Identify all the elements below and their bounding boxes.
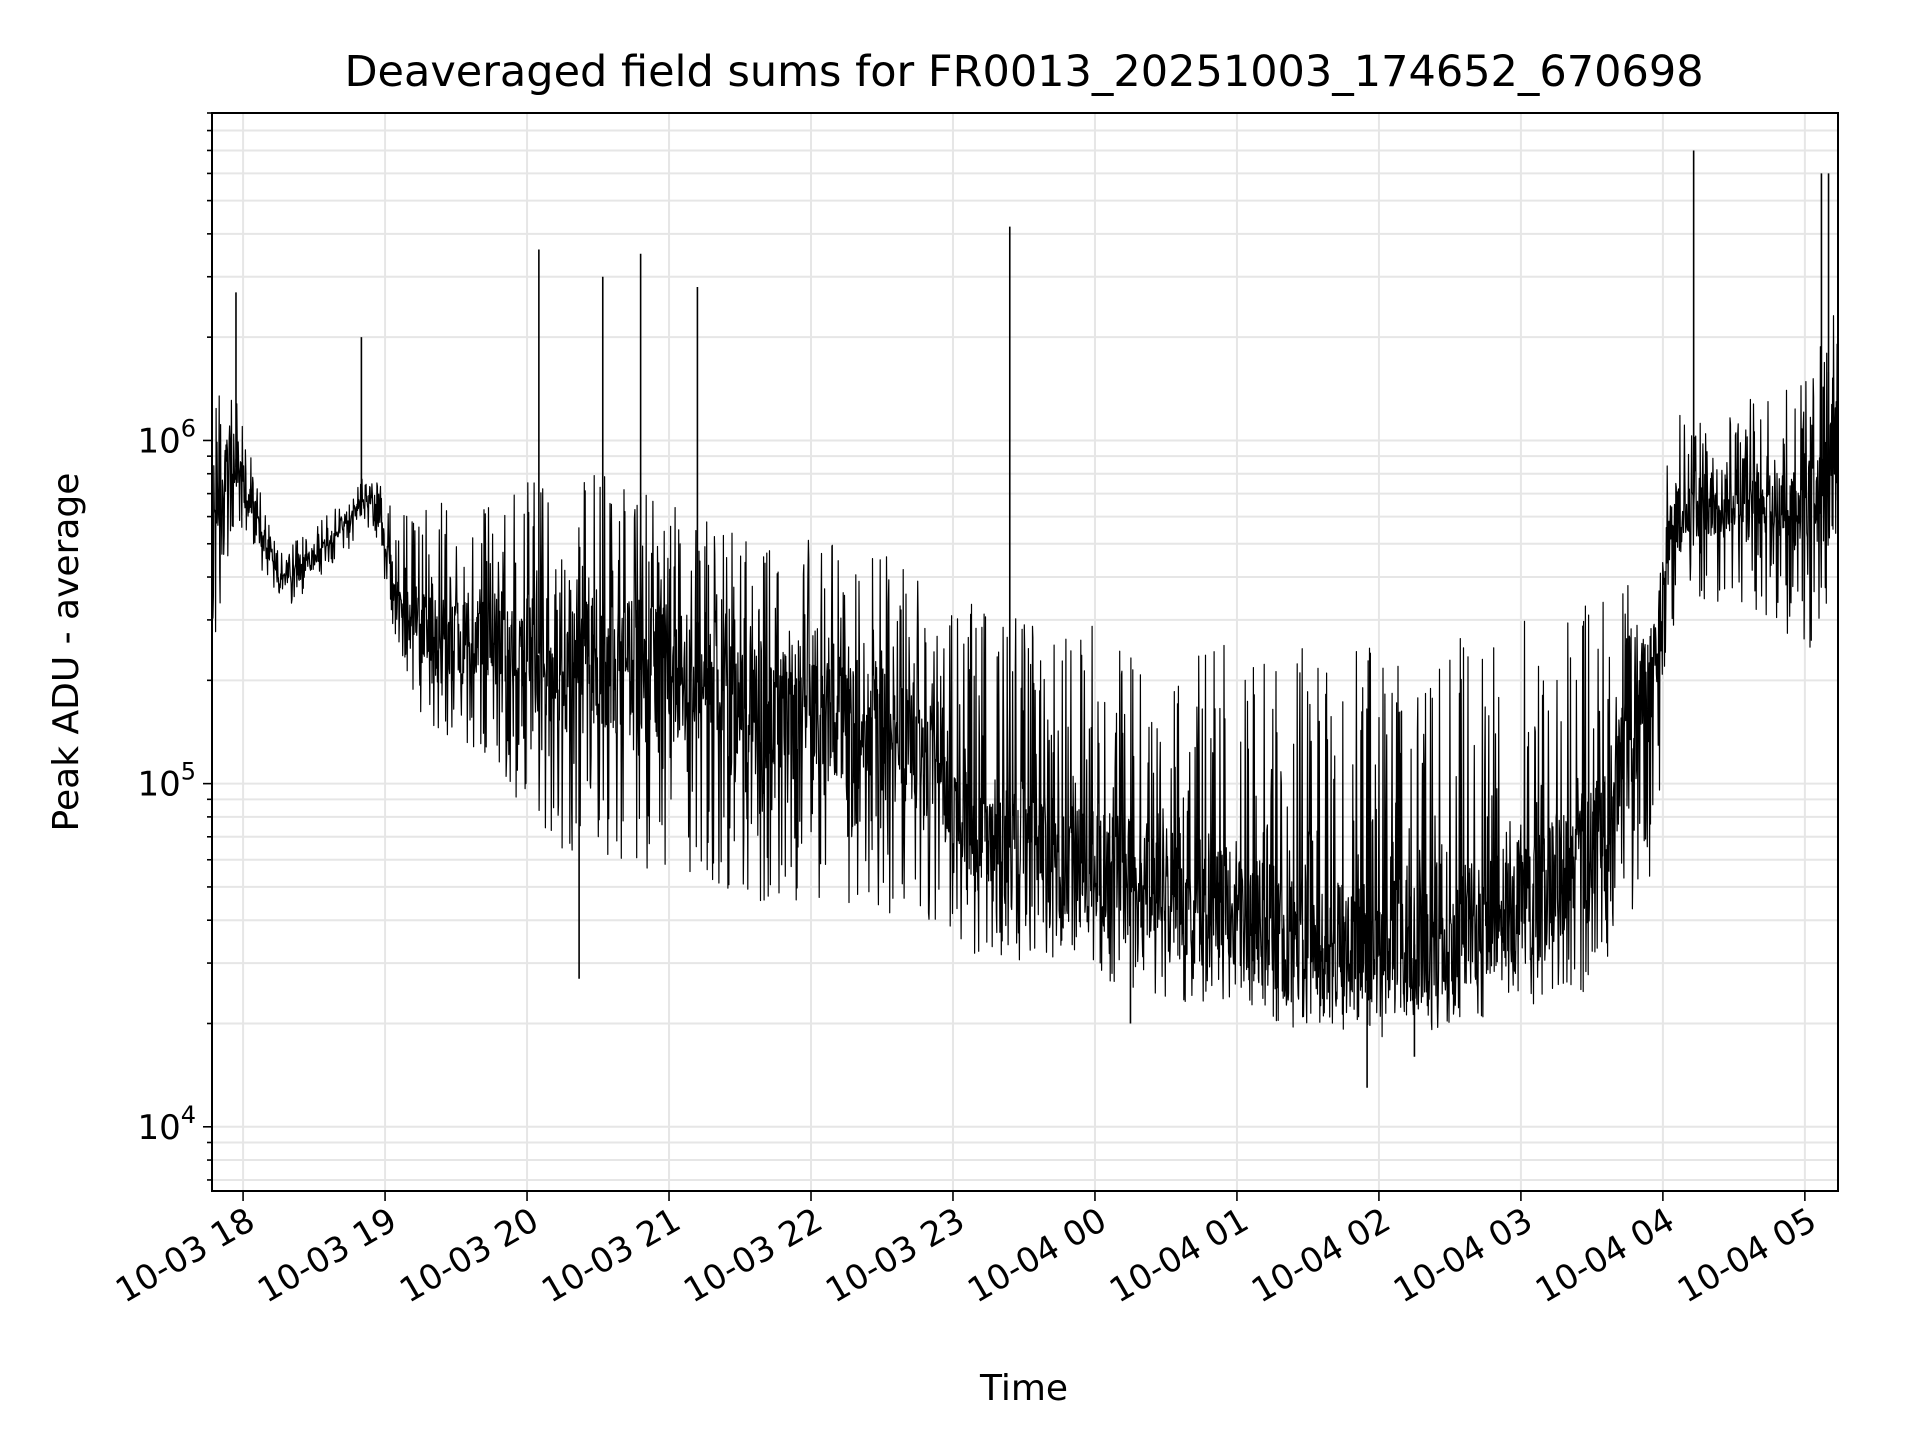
plot-frame xyxy=(211,112,1839,1192)
y-axis-label: Peak ADU - average xyxy=(46,473,87,832)
y-tick-base: 10 xyxy=(137,765,180,805)
y-tick-label: 106 xyxy=(137,414,196,461)
y-tick-label: 105 xyxy=(137,758,196,805)
data-line-group xyxy=(211,150,1839,1088)
y-tick-label: 104 xyxy=(137,1101,196,1148)
chart-title: Deaveraged field sums for FR0013_2025100… xyxy=(344,47,1703,97)
x-axis-label: Time xyxy=(979,1368,1068,1409)
y-tick-exponent: 6 xyxy=(181,414,196,442)
y-tick-base: 10 xyxy=(137,421,180,461)
data-line xyxy=(211,315,1839,1038)
y-tick-base: 10 xyxy=(137,1108,180,1148)
y-tick-exponent: 4 xyxy=(181,1101,196,1129)
y-tick-exponent: 5 xyxy=(181,758,196,786)
